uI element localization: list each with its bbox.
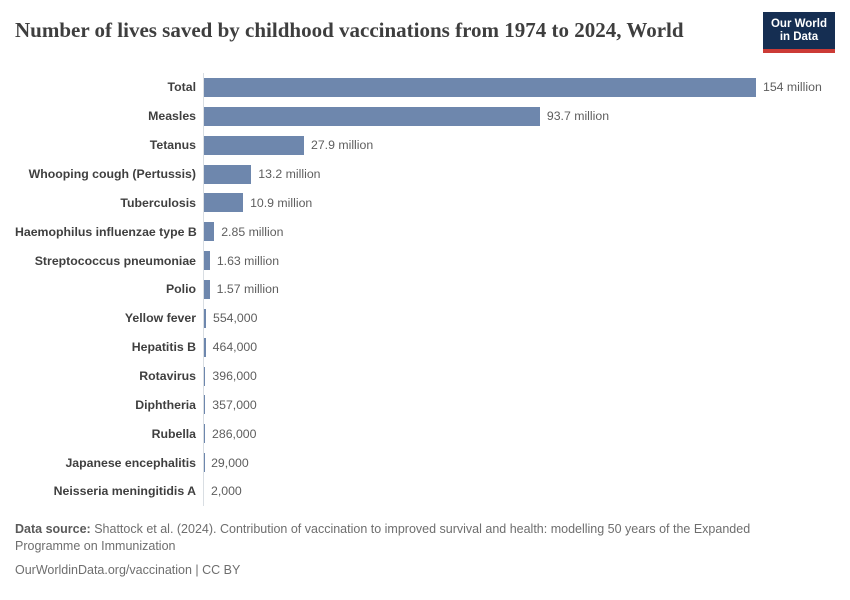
value-label: 2.85 million bbox=[221, 224, 284, 239]
bar bbox=[204, 337, 206, 357]
value-label: 27.9 million bbox=[311, 138, 374, 153]
chart-row: Whooping cough (Pertussis) 13.2 million bbox=[15, 159, 835, 189]
category-label: Rotavirus bbox=[139, 369, 196, 384]
value-label: 93.7 million bbox=[546, 109, 610, 124]
data-source-label: Data source: bbox=[15, 521, 91, 536]
value-label: 1.63 million bbox=[216, 253, 280, 268]
value-label: 357,000 bbox=[212, 397, 257, 412]
category-label: Streptococcus pneumoniae bbox=[34, 253, 196, 268]
value-label: 396,000 bbox=[212, 369, 257, 384]
chart-row: Total 154 million bbox=[15, 73, 835, 102]
chart-row: Streptococcus pneumoniae 1.63 million bbox=[15, 246, 835, 276]
owid-logo-line2: in Data bbox=[779, 31, 819, 43]
category-label: Hepatitis B bbox=[131, 340, 196, 355]
category-label: Japanese encephalitis bbox=[65, 455, 196, 470]
bar bbox=[204, 222, 215, 242]
data-source-note: Data source: Shattock et al. (2024). Con… bbox=[15, 521, 805, 555]
bar bbox=[204, 251, 210, 271]
bar bbox=[204, 77, 756, 97]
value-label: 2,000 bbox=[211, 484, 242, 499]
chart-row: Tuberculosis 10.9 million bbox=[15, 188, 835, 218]
footer: Data source: Shattock et al. (2024). Con… bbox=[15, 521, 835, 579]
chart-title: Number of lives saved by childhood vacci… bbox=[15, 18, 684, 42]
category-label: Total bbox=[167, 80, 196, 95]
bar bbox=[204, 395, 206, 415]
chart-row: Yellow fever 554,000 bbox=[15, 303, 835, 333]
plot-area: 93.7 million bbox=[203, 101, 835, 131]
bar bbox=[204, 308, 206, 328]
value-label: 154 million bbox=[763, 80, 822, 95]
bar bbox=[204, 279, 210, 299]
value-label: 286,000 bbox=[212, 426, 257, 441]
chart-row: Tetanus 27.9 million bbox=[15, 130, 835, 160]
bar bbox=[204, 135, 304, 155]
bar bbox=[204, 106, 540, 126]
chart-row: Measles 93.7 million bbox=[15, 101, 835, 131]
category-label: Tetanus bbox=[149, 138, 196, 153]
category-label: Haemophilus influenzae type B bbox=[15, 224, 197, 239]
chart-row: Haemophilus influenzae type B 2.85 millio… bbox=[15, 217, 835, 247]
plot-area: 396,000 bbox=[203, 361, 835, 391]
chart-row: Polio 1.57 million bbox=[15, 275, 835, 304]
value-label: 554,000 bbox=[212, 311, 258, 326]
category-label: Tuberculosis bbox=[120, 195, 196, 210]
chart-row: Rotavirus 396,000 bbox=[15, 361, 835, 391]
plot-area: 554,000 bbox=[203, 303, 835, 333]
value-label: 1.57 million bbox=[216, 282, 279, 297]
bar-chart: Total 154 million Measles 93.7 million Tetan… bbox=[15, 73, 835, 506]
bar bbox=[204, 164, 252, 184]
chart-row: Rubella 286,000 bbox=[15, 419, 835, 449]
category-label: Measles bbox=[148, 109, 196, 124]
value-label: 13.2 million bbox=[258, 167, 321, 181]
chart-row: Diphtheria 357,000 bbox=[15, 390, 835, 420]
category-label: Polio bbox=[165, 282, 196, 297]
chart-row: Hepatitis B 464,000 bbox=[15, 332, 835, 362]
category-label: Whooping cough (Pertussis) bbox=[28, 167, 196, 181]
bar bbox=[204, 424, 206, 444]
plot-area: 29,000 bbox=[203, 448, 835, 478]
category-label: Diphtheria bbox=[135, 397, 196, 412]
plot-area: 13.2 million bbox=[203, 159, 835, 189]
plot-area: 2,000 bbox=[203, 477, 835, 506]
license-note: OurWorldinData.org/vaccination | CC BY bbox=[15, 562, 241, 577]
plot-area: 10.9 million bbox=[203, 188, 835, 218]
plot-area: 1.63 million bbox=[203, 246, 835, 276]
header: Number of lives saved by childhood vacci… bbox=[15, 12, 835, 53]
owid-logo: Our World in Data bbox=[762, 12, 835, 53]
plot-area: 357,000 bbox=[203, 390, 835, 420]
owid-logo-line1: Our World bbox=[770, 18, 827, 30]
chart-page: Number of lives saved by childhood vacci… bbox=[15, 12, 835, 579]
plot-area: 464,000 bbox=[203, 332, 835, 362]
bar bbox=[204, 193, 244, 213]
bar bbox=[204, 366, 206, 386]
plot-area: 1.57 million bbox=[203, 275, 835, 304]
plot-area: 286,000 bbox=[203, 419, 835, 449]
chart-row: Japanese encephalitis 29,000 bbox=[15, 448, 835, 478]
value-label: 29,000 bbox=[211, 455, 249, 470]
plot-area: 2.85 million bbox=[203, 217, 835, 247]
value-label: 464,000 bbox=[212, 340, 258, 355]
category-label: Rubella bbox=[151, 426, 196, 441]
value-label: 10.9 million bbox=[250, 195, 313, 210]
plot-area: 27.9 million bbox=[203, 130, 835, 160]
category-label: Neisseria meningitidis A bbox=[53, 484, 196, 499]
chart-row: Neisseria meningitidis A 2,000 bbox=[15, 477, 835, 506]
data-source-text: Shattock et al. (2024). Contribution of … bbox=[15, 521, 751, 553]
plot-area: 154 million bbox=[203, 73, 835, 102]
category-label: Yellow fever bbox=[124, 311, 196, 326]
